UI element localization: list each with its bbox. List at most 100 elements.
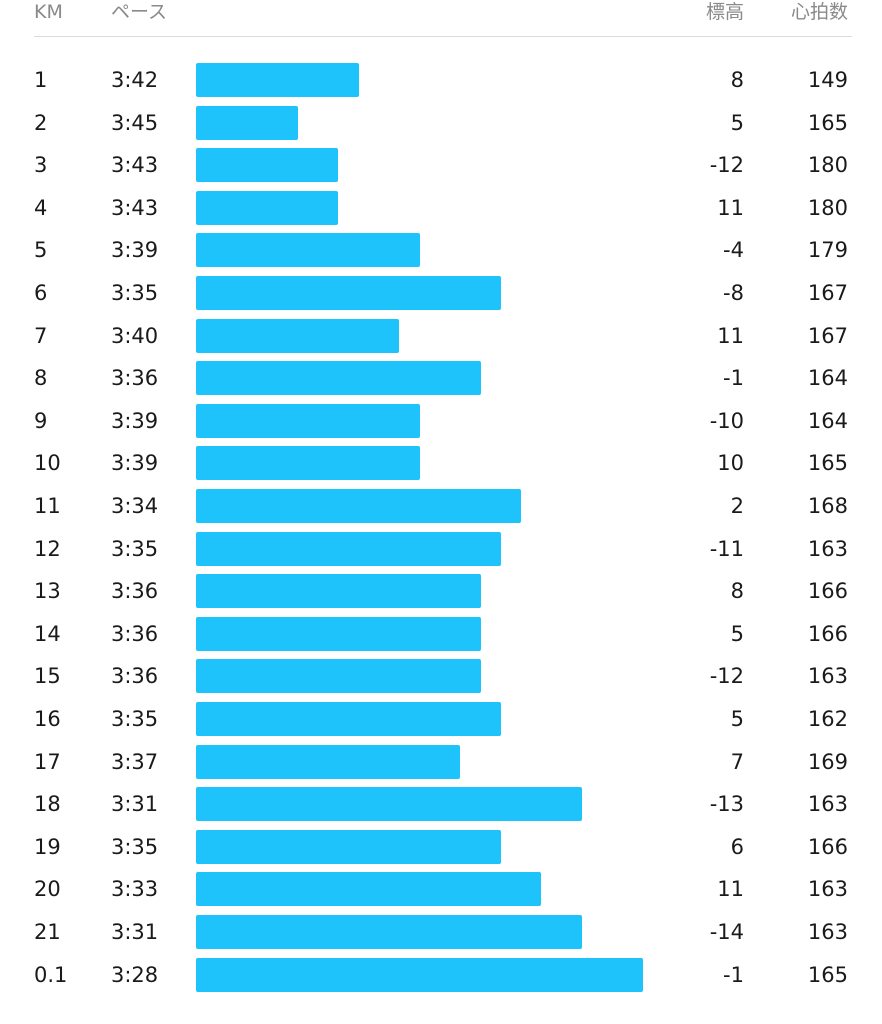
split-pace: 3:43: [111, 195, 159, 220]
split-row: 2 3:45 5 165: [0, 105, 882, 148]
split-heart-rate: 162: [807, 707, 848, 731]
split-km: 15: [34, 664, 61, 689]
pace-bar: [196, 829, 501, 864]
split-km: 5: [34, 238, 48, 263]
pace-bar: [196, 361, 481, 396]
split-pace: 3:34: [111, 494, 159, 518]
header-heart-rate: 心拍数: [790, 1, 848, 23]
split-km: 13: [34, 579, 61, 604]
split-pace: 3:36: [111, 621, 159, 646]
pace-bar: [196, 531, 501, 566]
pace-bar: [196, 233, 420, 268]
split-elevation: 10: [717, 451, 744, 476]
split-pace: 3:39: [111, 451, 159, 476]
split-row: 4 3:43 11 180: [0, 190, 882, 233]
pace-bar: [196, 957, 643, 992]
split-elevation: -12: [709, 153, 744, 178]
split-elevation: 5: [730, 621, 744, 646]
split-pace: 3:36: [111, 366, 159, 391]
split-row: 14 3:36 5 166: [0, 616, 882, 659]
split-row: 10 3:39 10 165: [0, 446, 882, 488]
split-elevation: -1: [723, 962, 744, 987]
split-row: 20 3:33 11 163: [0, 872, 882, 914]
split-heart-rate: 165: [807, 962, 848, 987]
split-heart-rate: 149: [807, 68, 848, 92]
split-km: 11: [34, 494, 61, 518]
split-heart-rate: 166: [807, 621, 848, 646]
split-elevation: 8: [730, 579, 744, 604]
split-pace: 3:35: [111, 536, 159, 561]
split-km: 12: [34, 536, 61, 561]
split-row: 0.1 3:28 -1 165: [0, 957, 882, 1000]
split-elevation: -12: [709, 664, 744, 689]
split-row: 18 3:31 -13 163: [0, 787, 882, 829]
pace-bar: [196, 659, 481, 694]
split-pace: 3:40: [111, 323, 159, 348]
pace-bar: [196, 872, 542, 907]
split-row: 7 3:40 11 167: [0, 318, 882, 361]
pace-bar: [196, 915, 582, 949]
split-heart-rate: 180: [807, 195, 848, 220]
pace-bar: [196, 403, 420, 438]
split-km: 17: [34, 749, 61, 774]
split-heart-rate: 169: [807, 749, 848, 774]
split-heart-rate: 165: [807, 110, 848, 135]
split-heart-rate: 180: [807, 153, 848, 178]
pace-bar: [196, 63, 359, 97]
split-elevation: 11: [717, 877, 744, 902]
split-heart-rate: 166: [807, 579, 848, 604]
split-km: 1: [34, 68, 48, 92]
split-elevation: -8: [723, 281, 744, 305]
split-pace: 3:28: [111, 962, 159, 987]
split-heart-rate: 163: [807, 877, 848, 902]
pace-bar: [196, 702, 501, 736]
split-elevation: -13: [709, 792, 744, 817]
split-km: 16: [34, 707, 61, 731]
split-km: 14: [34, 621, 61, 646]
split-row: 8 3:36 -1 164: [0, 361, 882, 403]
split-pace: 3:39: [111, 408, 159, 433]
split-pace: 3:37: [111, 749, 159, 774]
pace-bar: [196, 787, 582, 822]
pace-bar: [196, 190, 339, 225]
split-elevation: 5: [730, 707, 744, 731]
split-elevation: -14: [709, 920, 744, 944]
split-elevation: 7: [730, 749, 744, 774]
split-elevation: 8: [730, 68, 744, 92]
split-pace: 3:42: [111, 68, 159, 92]
split-km: 9: [34, 408, 48, 433]
header-pace: ペース: [111, 1, 168, 23]
split-heart-rate: 166: [807, 834, 848, 859]
pace-bar: [196, 489, 522, 523]
split-heart-rate: 164: [807, 366, 848, 391]
split-pace: 3:31: [111, 792, 159, 817]
split-km: 7: [34, 323, 48, 348]
split-elevation: 2: [730, 494, 744, 518]
split-elevation: 6: [730, 834, 744, 859]
split-pace: 3:35: [111, 281, 159, 305]
split-heart-rate: 168: [807, 494, 848, 518]
split-elevation: -10: [709, 408, 744, 433]
split-km: 8: [34, 366, 48, 391]
split-heart-rate: 167: [807, 323, 848, 348]
split-heart-rate: 163: [807, 920, 848, 944]
split-km: 21: [34, 920, 61, 944]
split-row: 17 3:37 7 169: [0, 744, 882, 787]
split-pace: 3:45: [111, 110, 159, 135]
split-km: 2: [34, 110, 48, 135]
split-elevation: 11: [717, 323, 744, 348]
split-km: 18: [34, 792, 61, 817]
split-pace: 3:36: [111, 579, 159, 604]
split-row: 3 3:43 -12 180: [0, 148, 882, 190]
header-elevation: 標高: [705, 1, 744, 23]
header-km: KM: [34, 1, 63, 23]
split-km: 6: [34, 281, 48, 305]
split-row: 9 3:39 -10 164: [0, 403, 882, 446]
split-km: 20: [34, 877, 61, 902]
split-km: 3: [34, 153, 48, 178]
split-elevation: 5: [730, 110, 744, 135]
split-pace: 3:35: [111, 834, 159, 859]
splits-header: KM ペース 標高 心拍数: [0, 0, 882, 26]
split-km: 4: [34, 195, 48, 220]
split-row: 13 3:36 8 166: [0, 574, 882, 616]
